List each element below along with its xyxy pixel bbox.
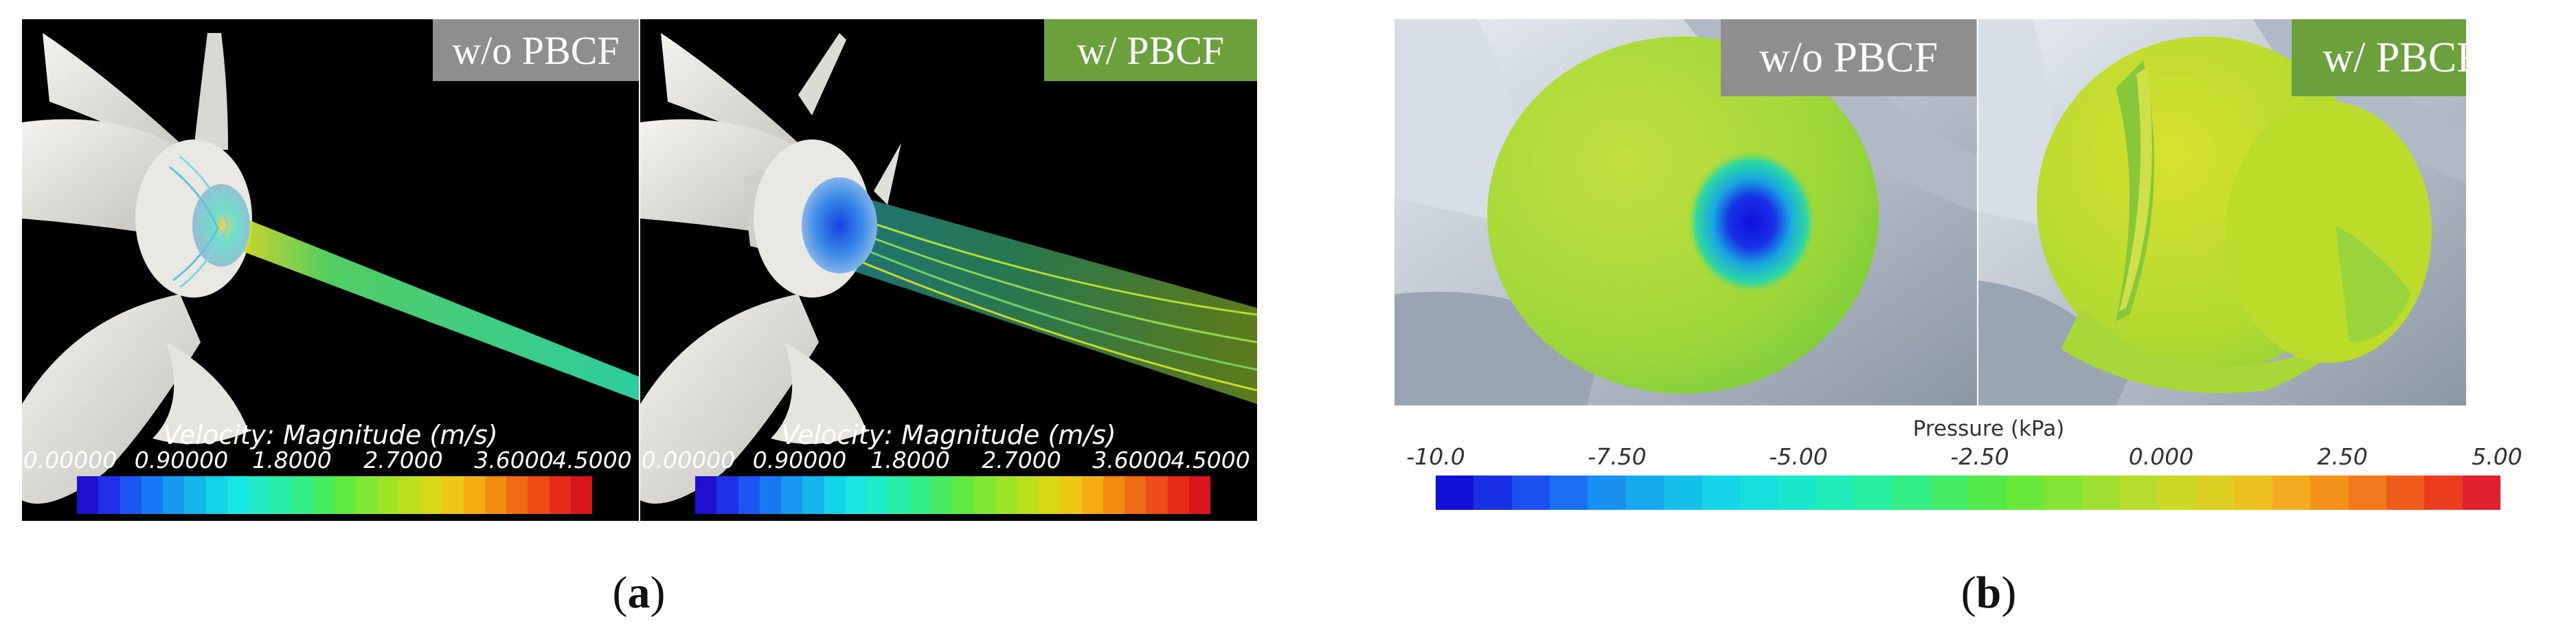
velocity-tick-label: 0.90000 <box>134 447 229 473</box>
with-pbcf-tag: w/ PBCF <box>2292 19 2466 96</box>
pressure-colorbar <box>1436 476 2501 510</box>
pressure-tick-label: -10.0 <box>1406 443 1465 470</box>
pressure-tick-label: 0.000 <box>2128 443 2194 470</box>
pressure-tick-label: -7.50 <box>1588 443 1647 470</box>
pressure-tick-label: -2.50 <box>1950 443 2009 470</box>
pressure-tick-label: 5.00 <box>2472 443 2522 470</box>
velocity-tick-label: 0.00000 <box>641 447 736 473</box>
panel-a: w/o PBCF Velocity: Magnitude (m/s) 0.000… <box>0 0 1278 637</box>
velocity-sim-with-pbcf: w/ PBCF Velocity: Magnitude (m/s) 0.0000… <box>640 19 1257 521</box>
velocity-tick-label: 4.5000 <box>552 447 632 473</box>
panel-a-caption: (a) <box>612 568 666 618</box>
panel-a-caption-letter: a <box>627 568 651 618</box>
velocity-tick-label: 0.90000 <box>752 447 847 473</box>
velocity-tick-label: 1.8000 <box>870 447 950 473</box>
panel-b: w/o PBCF <box>1305 0 2576 637</box>
pressure-colorbar-title: Pressure (kPa) <box>1912 416 2065 441</box>
velocity-tick-label: 2.7000 <box>363 447 443 473</box>
with-pbcf-tag: w/ PBCF <box>1044 19 1257 81</box>
velocity-colorbar <box>695 476 1210 514</box>
panel-b-caption-letter: b <box>1976 568 2002 618</box>
velocity-tick-label: 0.00000 <box>23 447 117 473</box>
velocity-tick-label: 1.8000 <box>252 447 332 473</box>
propeller-streamlines-image <box>640 33 1257 504</box>
without-pbcf-tag: w/o PBCF <box>1721 19 1976 96</box>
pressure-sim-with-pbcf: w/ PBCF <box>1978 19 2466 405</box>
panel-b-caption: (b) <box>1961 568 2017 618</box>
velocity-colorbar-title: Velocity: Magnitude (m/s) <box>163 420 498 450</box>
velocity-colorbar <box>77 476 592 514</box>
pressure-tick-label: 2.50 <box>2317 443 2368 470</box>
without-pbcf-tag: w/o PBCF <box>433 19 639 81</box>
velocity-sim-without-pbcf: w/o PBCF Velocity: Magnitude (m/s) 0.000… <box>22 19 639 521</box>
velocity-colorbar-title: Velocity: Magnitude (m/s) <box>781 420 1116 450</box>
propeller-streamlines-image <box>22 33 639 504</box>
pressure-sim-without-pbcf: w/o PBCF <box>1394 19 1977 405</box>
pressure-tick-label: -5.00 <box>1769 443 1828 470</box>
hub-pressure-image <box>1394 19 1977 405</box>
velocity-tick-label: 2.7000 <box>982 447 1061 473</box>
velocity-tick-label: 3.6000 <box>1092 447 1172 473</box>
velocity-tick-label: 3.6000 <box>474 447 554 473</box>
velocity-tick-label: 4.5000 <box>1171 447 1250 473</box>
